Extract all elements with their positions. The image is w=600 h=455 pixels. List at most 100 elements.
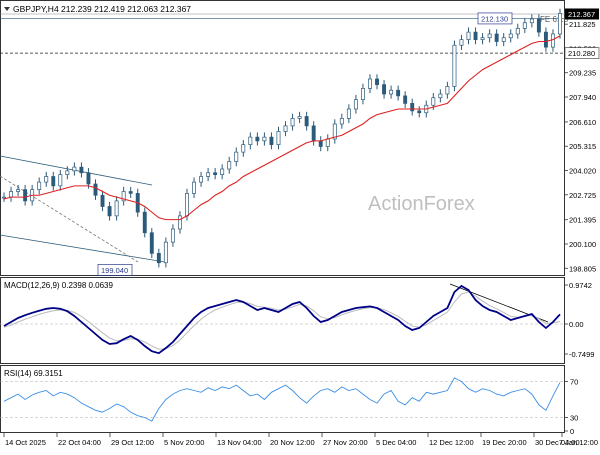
macd-tick-label: 0.00	[569, 320, 584, 329]
candle-body	[107, 206, 112, 217]
candle-body	[100, 194, 105, 207]
candle-body	[248, 136, 253, 145]
candle-body	[51, 176, 56, 187]
price-tick-label: 206.610	[569, 118, 596, 127]
chart-header: GBPJPY,H4 212.239 212.419 212.063 212.36…	[4, 4, 569, 24]
channel-mid-dashed-line	[0, 175, 139, 263]
watermark: ActionForex	[368, 193, 475, 215]
price-series	[2, 8, 562, 268]
time-axis: 14 Oct 2025 22 Oct 04:00 29 Oct 12:00 5 Nov…	[3, 433, 598, 447]
candle-body	[142, 211, 147, 234]
time-tick-label: 20 Nov 12:00	[270, 438, 315, 447]
candle-body	[79, 166, 84, 174]
candle-body	[353, 99, 358, 110]
macd-title: MACD(12,26,9) 0.2398 0.0639	[4, 281, 114, 290]
candle-body	[438, 93, 443, 99]
time-tick-label: 7 Jan 12:00	[559, 438, 598, 447]
price-level-lines	[0, 13, 565, 54]
candle-body	[213, 172, 218, 175]
candle-body	[396, 89, 401, 97]
rsi-line	[3, 377, 561, 422]
candle-body	[163, 241, 168, 264]
ema-line	[3, 35, 561, 221]
candle-body	[227, 161, 232, 170]
macd-panel-frame	[0, 277, 565, 364]
current-price-label: 212.367	[568, 10, 595, 19]
support-price-label: 210.280	[568, 49, 595, 58]
rsi-tick-label: 70	[570, 378, 578, 387]
candle-body	[543, 31, 548, 48]
candle-body	[515, 28, 520, 35]
candle-body	[431, 97, 436, 106]
macd-line	[3, 284, 561, 355]
candle-body	[170, 228, 175, 243]
symbol-ohlc-label: GBPJPY,H4 212.239 212.419 212.063 212.36…	[13, 4, 191, 14]
time-tick-label: 14 Oct 2025	[5, 438, 46, 447]
candle-body	[332, 123, 337, 140]
candle-body	[86, 172, 91, 185]
candle-body	[339, 118, 344, 125]
time-tick-label: 12 Dec 12:00	[429, 438, 474, 447]
low-price-tag	[97, 264, 133, 276]
candle-body	[290, 118, 295, 127]
resistance-price-tag	[477, 12, 513, 25]
candle-body	[487, 33, 492, 39]
candle-body	[23, 189, 28, 202]
time-tick-label: 27 Nov 20:00	[323, 438, 368, 447]
rsi-tick-label: 0	[570, 427, 574, 436]
candle-body	[276, 131, 281, 145]
candle-body	[452, 44, 457, 87]
candle-body	[16, 189, 21, 192]
price-tick-label: 201.395	[569, 216, 596, 225]
fe-label: FE 61.8	[540, 15, 569, 24]
time-tick-label: 5 Dec 04:00	[376, 438, 416, 447]
candle-body	[389, 89, 394, 95]
price-tick-label: 207.940	[569, 93, 596, 102]
candle-body	[149, 232, 154, 254]
candle-body	[206, 172, 211, 177]
price-tick-label: 209.235	[569, 69, 596, 78]
candle-body	[199, 176, 204, 183]
price-axis: 198.805 200.100 201.395 202.725 204.020 205.3…	[97, 8, 600, 276]
candle-body	[37, 181, 42, 190]
candle-body	[346, 108, 351, 119]
candle-body	[93, 183, 98, 196]
candle-body	[72, 166, 77, 172]
expand-triangle-icon	[4, 7, 10, 11]
time-tick-label: 30 Dec 04:00	[535, 438, 580, 447]
time-tick-label: 19 Dec 20:00	[482, 438, 527, 447]
candle-body	[480, 37, 485, 40]
candle-body	[459, 39, 464, 46]
price-tick-label: 204.020	[569, 167, 596, 176]
low-price-label: 199.040	[101, 266, 128, 275]
candle-body	[536, 18, 541, 33]
candle-body	[9, 191, 13, 198]
candle-body	[262, 136, 267, 142]
price-tick-label: 211.825	[569, 20, 596, 29]
rsi-title: RSI(14) 69.3151	[4, 369, 63, 378]
candle-body	[522, 22, 527, 29]
price-tick-label: 200.100	[569, 240, 596, 249]
candle-body	[255, 136, 260, 142]
candle-body	[360, 88, 365, 100]
candle-body	[473, 31, 478, 40]
candle-body	[156, 253, 161, 264]
rsi-tick-label: 30	[570, 414, 578, 423]
candle-body	[220, 168, 225, 175]
candle-body	[241, 144, 246, 153]
current-price-tag	[565, 8, 599, 20]
candle-body	[58, 174, 63, 187]
candle-body	[311, 125, 316, 142]
support-price-tag	[564, 47, 600, 59]
candle-body	[417, 110, 422, 114]
time-tick-label: 13 Nov 04:00	[217, 438, 262, 447]
candle-body	[114, 200, 119, 217]
candle-body	[529, 18, 534, 24]
candle-body	[304, 116, 309, 127]
candle-body	[501, 37, 506, 42]
candle-body	[177, 215, 182, 230]
candle-body	[508, 33, 513, 39]
candle-body	[269, 136, 274, 145]
